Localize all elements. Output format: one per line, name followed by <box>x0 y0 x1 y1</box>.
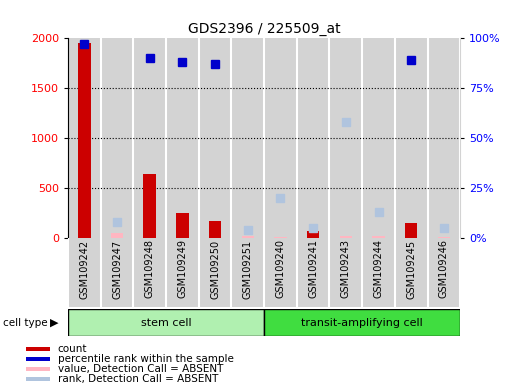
Bar <box>242 236 254 238</box>
Bar <box>78 43 90 238</box>
Text: GSM109249: GSM109249 <box>177 240 187 298</box>
Bar <box>100 38 133 238</box>
Text: GSM109244: GSM109244 <box>373 240 383 298</box>
Bar <box>231 38 264 238</box>
Bar <box>297 238 329 307</box>
Text: GSM109250: GSM109250 <box>210 240 220 299</box>
Text: GSM109246: GSM109246 <box>439 240 449 298</box>
Bar <box>143 174 156 238</box>
Bar <box>100 238 133 307</box>
Bar <box>362 238 395 307</box>
Bar <box>166 38 199 238</box>
Text: cell type: cell type <box>3 318 47 328</box>
Bar <box>68 238 100 307</box>
Bar <box>166 238 199 307</box>
Bar <box>26 347 50 351</box>
Bar <box>199 38 231 238</box>
Text: rank, Detection Call = ABSENT: rank, Detection Call = ABSENT <box>58 374 218 384</box>
Text: transit-amplifying cell: transit-amplifying cell <box>301 318 423 328</box>
Bar <box>231 238 264 307</box>
Bar <box>199 238 231 307</box>
Bar <box>111 233 123 238</box>
Text: GSM109248: GSM109248 <box>145 240 155 298</box>
Bar <box>438 237 450 238</box>
Bar <box>329 238 362 307</box>
Bar <box>176 213 189 238</box>
Bar <box>405 223 417 238</box>
Text: GSM109241: GSM109241 <box>308 240 318 298</box>
Bar <box>26 357 50 361</box>
Bar <box>209 220 221 238</box>
Bar <box>372 235 385 238</box>
Text: percentile rank within the sample: percentile rank within the sample <box>58 354 233 364</box>
Text: stem cell: stem cell <box>141 318 191 328</box>
Bar <box>428 238 460 307</box>
Text: GSM109247: GSM109247 <box>112 240 122 299</box>
FancyBboxPatch shape <box>68 309 264 336</box>
Bar <box>395 238 428 307</box>
Bar <box>339 236 352 238</box>
Text: GSM109240: GSM109240 <box>276 240 286 298</box>
Bar <box>26 377 50 381</box>
Bar <box>264 38 297 238</box>
Bar <box>274 237 287 238</box>
Text: GSM109243: GSM109243 <box>341 240 351 298</box>
Bar <box>26 367 50 371</box>
Bar <box>428 38 460 238</box>
Bar <box>133 38 166 238</box>
Bar <box>329 38 362 238</box>
Bar <box>362 38 395 238</box>
Bar <box>264 238 297 307</box>
Text: ▶: ▶ <box>50 318 58 328</box>
Text: value, Detection Call = ABSENT: value, Detection Call = ABSENT <box>58 364 223 374</box>
Bar <box>68 38 100 238</box>
Bar <box>395 38 428 238</box>
Bar <box>297 38 329 238</box>
Text: GSM109251: GSM109251 <box>243 240 253 299</box>
Bar <box>133 238 166 307</box>
Text: GSM109242: GSM109242 <box>79 240 89 299</box>
Text: GSM109245: GSM109245 <box>406 240 416 299</box>
Bar <box>307 231 320 238</box>
FancyBboxPatch shape <box>264 309 460 336</box>
Text: count: count <box>58 344 87 354</box>
Title: GDS2396 / 225509_at: GDS2396 / 225509_at <box>188 22 340 36</box>
